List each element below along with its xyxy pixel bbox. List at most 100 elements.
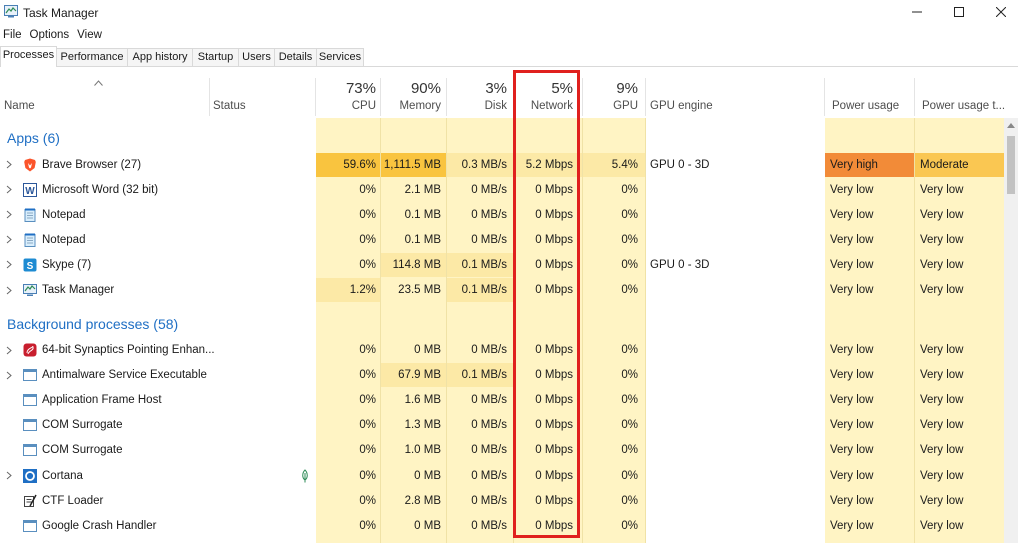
header-cpu[interactable]: CPU — [351, 100, 376, 112]
disk-value: 0 MB/s — [471, 419, 507, 432]
header-power-usage-trend[interactable]: Power usage t... — [922, 100, 1006, 112]
minimize-button[interactable] — [904, 3, 930, 21]
process-row[interactable]: Application Frame Host 0% 1.6 MB 0 MB/s 0 Mb… — [0, 388, 1004, 412]
header-network-percent[interactable]: 5% — [551, 80, 573, 97]
header-cpu-percent[interactable]: 73% — [345, 80, 376, 97]
process-row[interactable]: Brave Browser (27) 59.6% 1,111.5 MB 0.3 MB/… — [0, 152, 1004, 177]
process-row[interactable]: COM Surrogate 0% 1.0 MB 0 MB/s 0 Mbps 0% Very … — [0, 438, 1004, 462]
tab-users[interactable]: Users — [238, 48, 275, 66]
disk-value: 0 MB/s — [471, 519, 507, 532]
process-row[interactable]: CTF Loader 0% 2.8 MB 0 MB/s 0 Mbps 0% Very low… — [0, 489, 1004, 513]
process-row[interactable]: COM Surrogate 0% 1.3 MB 0 MB/s 0 Mbps 0% Very … — [0, 413, 1004, 437]
tab-performance[interactable]: Performance — [56, 48, 128, 66]
header-gpu[interactable]: GPU — [613, 100, 638, 112]
tab-startup[interactable]: Startup — [192, 48, 239, 66]
network-heat-cell — [514, 152, 582, 177]
process-name: 64-bit Synaptics Pointing Enhan... — [42, 344, 215, 356]
power-usage-trend-value: Very low — [920, 183, 964, 196]
header-power-usage[interactable]: Power usage — [832, 100, 900, 112]
process-row[interactable]: Notepad 0% 0.1 MB 0 MB/s 0 Mbps 0% Very low Ver… — [0, 203, 1004, 227]
network-value: 5.2 Mbps — [525, 158, 573, 171]
window-title: Task Manager — [23, 6, 99, 20]
header-network[interactable]: Network — [530, 100, 573, 112]
memory-heat-cell — [381, 363, 446, 388]
chevron-right-icon[interactable] — [6, 185, 12, 194]
cpu-value: 0% — [359, 494, 376, 507]
process-row[interactable]: W Microsoft Word (32 bit) 0% 2.1 MB 0 MB/s 0 … — [0, 178, 1004, 202]
group-background-processes[interactable]: Background processes (58) — [7, 316, 179, 332]
header-memory[interactable]: Memory — [399, 100, 441, 112]
header-gpu-engine[interactable]: GPU engine — [650, 100, 713, 112]
cpu-value: 59.6% — [343, 158, 376, 171]
tab-details[interactable]: Details — [274, 48, 317, 66]
cpu-value: 1.2% — [349, 284, 376, 296]
disk-value: 0.1 MB/s — [461, 258, 507, 271]
process-row[interactable]: 64-bit Synaptics Pointing Enhan... 0% 0 MB… — [0, 338, 1004, 362]
menu-view[interactable]: View — [77, 29, 102, 41]
disk-value: 0.1 MB/s — [461, 284, 507, 296]
memory-value: 2.8 MB — [404, 494, 441, 507]
disk-value: 0.3 MB/s — [461, 158, 507, 171]
process-row[interactable]: Google Crash Handler 0% 0 MB 0 MB/s 0 Mbps 0%… — [0, 514, 1004, 538]
chevron-right-icon[interactable] — [6, 160, 12, 169]
process-row[interactable]: Cortana 0% 0 MB 0 MB/s 0 Mbps 0% Very low Very … — [0, 464, 1004, 488]
tab-app-history[interactable]: App history — [127, 48, 193, 66]
task-manager-icon — [23, 283, 37, 297]
chevron-right-icon[interactable] — [6, 371, 12, 380]
vertical-scrollbar[interactable] — [1004, 118, 1018, 543]
process-row[interactable]: S Skype (7) 0% 114.8 MB 0.1 MB/s 0 Mbps 0% GPU … — [0, 252, 1004, 277]
chevron-right-icon[interactable] — [6, 235, 12, 244]
network-value: 0 Mbps — [535, 394, 573, 407]
header-separator — [914, 78, 915, 116]
chevron-right-icon[interactable] — [6, 471, 12, 480]
gpu-engine-value: GPU 0 - 3D — [650, 258, 710, 271]
header-name[interactable]: Name — [4, 100, 35, 112]
power-usage-value: Very low — [830, 344, 874, 356]
disk-heat-cell — [447, 152, 513, 177]
memory-value: 0.1 MB — [404, 208, 441, 221]
header-disk[interactable]: Disk — [484, 100, 507, 112]
leaf-icon — [300, 468, 310, 483]
header-status[interactable]: Status — [213, 100, 246, 112]
header-disk-percent[interactable]: 3% — [485, 80, 507, 97]
close-button[interactable] — [988, 3, 1014, 21]
chevron-right-icon[interactable] — [6, 346, 12, 355]
tab-services[interactable]: Services — [316, 48, 364, 66]
service-icon — [23, 368, 37, 382]
scroll-thumb[interactable] — [1007, 136, 1015, 194]
chevron-right-icon[interactable] — [6, 286, 12, 295]
power-usage-value: Very low — [830, 394, 874, 407]
disk-column-bg — [447, 118, 514, 543]
window-icon — [23, 418, 37, 432]
chevron-right-icon[interactable] — [6, 260, 12, 269]
power-usage-trend-value: Very low — [920, 519, 964, 532]
gpu-value: 0% — [621, 284, 638, 296]
header-separator — [446, 78, 447, 116]
scroll-up-icon[interactable] — [1007, 122, 1015, 128]
group-apps[interactable]: Apps (6) — [7, 130, 60, 146]
power-usage-value: Very low — [830, 284, 874, 296]
menu-options[interactable]: Options — [29, 29, 70, 41]
network-value: 0 Mbps — [535, 469, 573, 482]
process-row[interactable]: Antimalware Service Executable 0% 67.9 MB 0… — [0, 363, 1004, 388]
disk-value: 0.1 MB/s — [461, 369, 507, 382]
disk-value: 0 MB/s — [471, 344, 507, 356]
close-icon — [996, 7, 1006, 17]
network-value: 0 Mbps — [535, 444, 573, 457]
header-memory-percent[interactable]: 90% — [410, 80, 441, 97]
process-name: Cortana — [42, 469, 83, 482]
chevron-right-icon[interactable] — [6, 210, 12, 219]
process-name: Google Crash Handler — [42, 519, 157, 532]
header-gpu-percent[interactable]: 9% — [616, 80, 638, 97]
tab-processes[interactable]: Processes — [0, 46, 57, 67]
maximize-button[interactable] — [946, 3, 972, 21]
power-usage-trend-value: Very low — [920, 369, 964, 382]
process-row[interactable]: Notepad 0% 0.1 MB 0 MB/s 0 Mbps 0% Very low Ver… — [0, 228, 1004, 252]
menu-file[interactable]: File — [3, 29, 22, 41]
power-usage-value: Very low — [830, 519, 874, 532]
disk-heat-cell — [447, 252, 513, 277]
process-name: Skype (7) — [42, 258, 92, 271]
power-usage-value: Very low — [830, 419, 874, 432]
network-value: 0 Mbps — [535, 419, 573, 432]
process-row[interactable]: Task Manager 1.2% 23.5 MB 0.1 MB/s 0 Mbps 0% V… — [0, 278, 1004, 302]
